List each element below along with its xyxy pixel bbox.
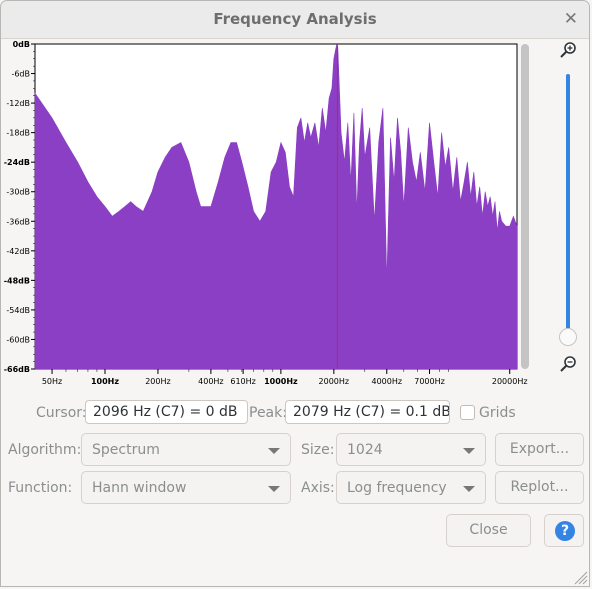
zoom-slider-knob[interactable] — [559, 328, 577, 346]
window-title: Frequency Analysis — [213, 10, 377, 28]
function-dropdown[interactable]: Hann window — [81, 471, 291, 504]
spectrum-plot-area: 0dB -6dB -12dB -18dB -24dB -30dB -36dB -42dB -48… — [0, 38, 592, 398]
x-tick-label: 4000Hz — [371, 377, 402, 386]
zoom-out-icon[interactable] — [560, 355, 578, 373]
y-tick-label: 0dB — [13, 40, 30, 49]
vertical-scrollbar[interactable] — [521, 44, 529, 369]
y-tick-label: -36dB — [6, 217, 30, 226]
y-tick-label: -18dB — [6, 129, 30, 138]
chevron-down-icon — [463, 486, 475, 492]
x-tick-label: 7000Hz — [414, 377, 445, 386]
chevron-down-icon — [463, 448, 475, 454]
grids-label: Grids — [479, 405, 516, 421]
spectrum-area — [34, 44, 518, 370]
cursor-label: Cursor: — [36, 405, 87, 421]
peak-label: Peak: — [249, 405, 287, 421]
function-value: Hann window — [92, 480, 187, 496]
algorithm-dropdown[interactable]: Spectrum — [81, 433, 291, 466]
spectrum-chart[interactable]: 0dB -6dB -12dB -18dB -24dB -30dB -36dB -42dB -48… — [0, 38, 592, 398]
y-tick-label: -66dB — [4, 365, 30, 374]
zoom-in-icon[interactable] — [560, 41, 578, 59]
algorithm-label: Algorithm: — [8, 442, 82, 458]
y-tick-label: -42dB — [6, 247, 30, 256]
close-button[interactable]: Close — [446, 514, 531, 547]
y-tick-label: -54dB — [6, 306, 30, 315]
size-value: 1024 — [347, 442, 383, 458]
x-tick-label: 50Hz — [42, 377, 62, 386]
resize-grip-icon[interactable] — [572, 569, 588, 585]
x-tick-label: 2000Hz — [319, 377, 350, 386]
cursor-field[interactable]: 2096 Hz (C7) = 0 dB — [85, 400, 248, 424]
help-button[interactable]: ? — [544, 514, 584, 547]
size-label: Size: — [301, 442, 335, 458]
help-icon: ? — [555, 521, 575, 541]
algorithm-value: Spectrum — [92, 442, 160, 458]
peak-field[interactable]: 2079 Hz (C7) = 0.1 dB — [285, 400, 450, 424]
export-button[interactable]: Export... — [495, 433, 584, 466]
close-icon[interactable]: ✕ — [563, 9, 578, 29]
grids-checkbox[interactable] — [460, 405, 475, 420]
y-tick-label: -24dB — [4, 158, 30, 167]
chevron-down-icon — [268, 486, 280, 492]
y-tick-label: -6dB — [11, 70, 30, 79]
x-tick-label: 20000Hz — [492, 377, 528, 386]
y-tick-label: -48dB — [4, 276, 30, 285]
y-tick-label: -30dB — [6, 188, 30, 197]
title-bar[interactable]: Frequency Analysis ✕ — [1, 1, 589, 39]
x-tick-label: 610Hz — [230, 377, 255, 386]
axis-label: Axis: — [301, 480, 335, 496]
replot-button[interactable]: Replot... — [495, 471, 584, 504]
axis-value: Log frequency — [347, 480, 447, 496]
size-dropdown[interactable]: 1024 — [336, 433, 486, 466]
x-tick-label: 100Hz — [91, 377, 119, 386]
x-tick-label: 200Hz — [145, 377, 170, 386]
chevron-down-icon — [268, 448, 280, 454]
axis-dropdown[interactable]: Log frequency — [336, 471, 486, 504]
zoom-slider-track[interactable] — [566, 74, 570, 330]
function-label: Function: — [8, 480, 73, 496]
y-tick-label: -12dB — [6, 99, 30, 108]
x-tick-label: 1000Hz — [264, 377, 298, 386]
x-tick-label: 400Hz — [198, 377, 223, 386]
y-tick-label: -60dB — [6, 335, 30, 344]
